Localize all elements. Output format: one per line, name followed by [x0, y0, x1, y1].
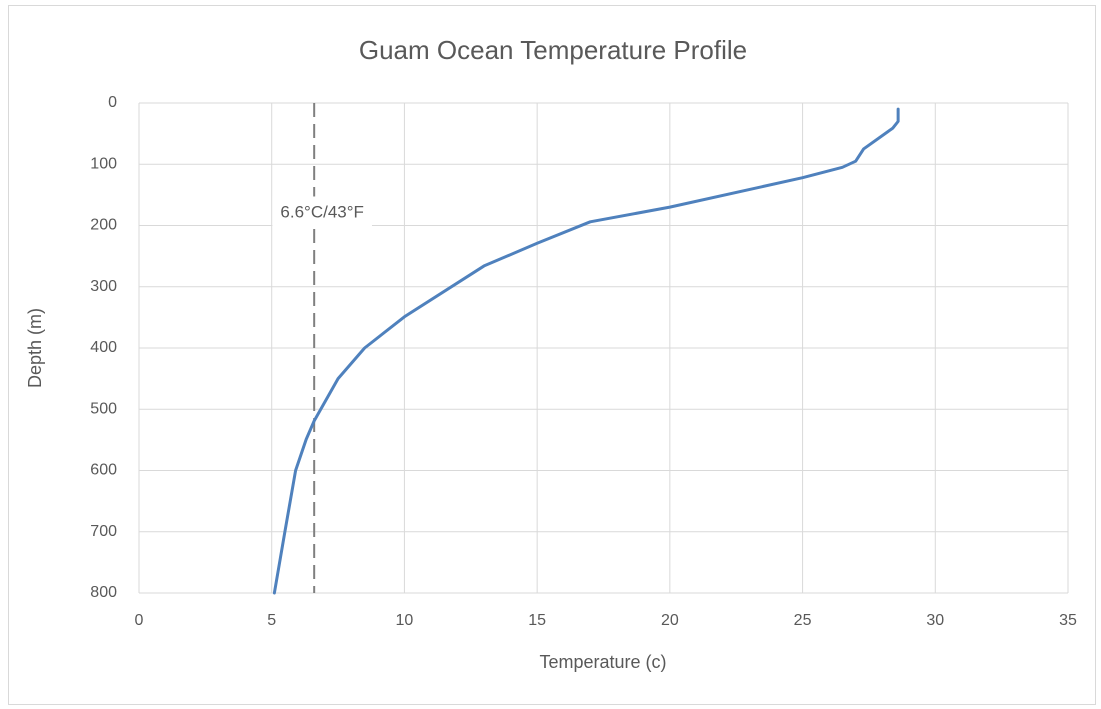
- x-tick-label: 20: [661, 612, 679, 629]
- x-tick-label: 5: [267, 612, 276, 629]
- y-tick-label: 500: [90, 400, 117, 417]
- x-tick-label: 25: [794, 612, 812, 629]
- x-tick-label: 15: [528, 612, 546, 629]
- chart-title: Guam Ocean Temperature Profile: [359, 35, 747, 65]
- annotation-box: [272, 196, 372, 228]
- y-tick-label: 600: [90, 462, 117, 479]
- y-tick-label: 400: [90, 339, 117, 356]
- x-tick-label: 35: [1059, 612, 1077, 629]
- y-axis-title: Depth (m): [25, 308, 45, 388]
- y-tick-label: 100: [90, 155, 117, 172]
- y-tick-label: 200: [90, 217, 117, 234]
- x-tick-label: 0: [135, 612, 144, 629]
- data-line: [272, 107, 900, 595]
- chart-border: [8, 5, 1096, 705]
- y-tick-label: 300: [90, 278, 117, 295]
- y-tick-label: 700: [90, 523, 117, 540]
- y-tick-label: 0: [108, 94, 117, 111]
- x-axis-title: Temperature (c): [539, 652, 666, 672]
- x-tick-label: 30: [926, 612, 944, 629]
- annotation-label: 6.6°C/43°F: [280, 202, 364, 221]
- y-tick-label: 800: [90, 584, 117, 601]
- x-tick-label: 10: [396, 612, 414, 629]
